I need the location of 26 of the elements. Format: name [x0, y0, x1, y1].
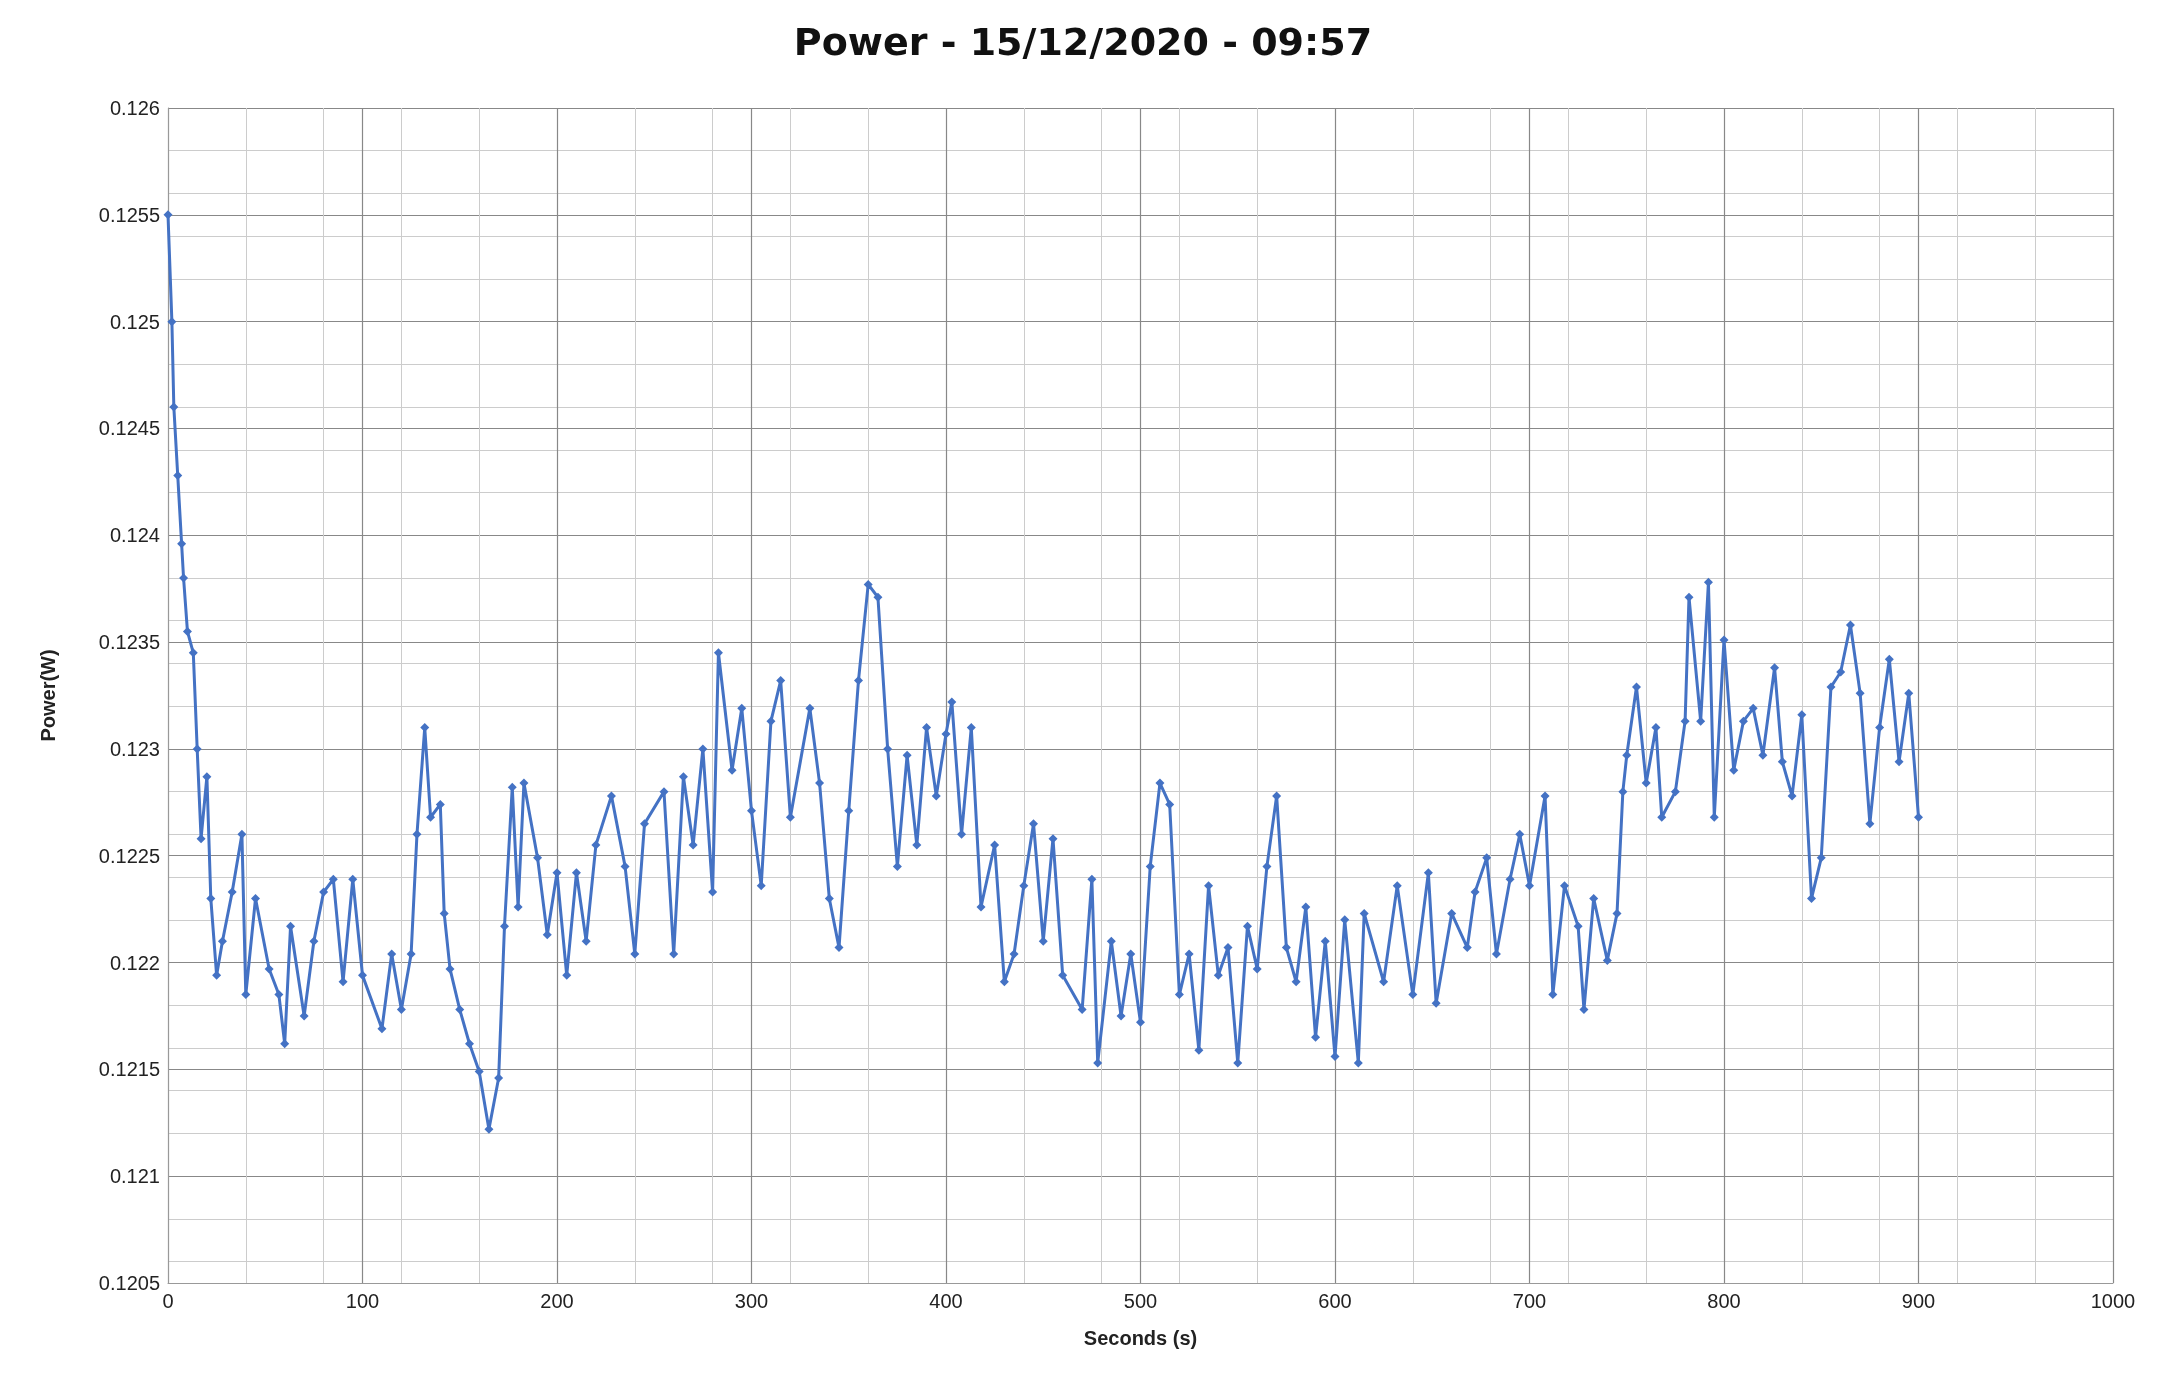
- x-tick-label: 300: [734, 1290, 769, 1312]
- y-tick-label: 0.122: [109, 951, 160, 974]
- x-tick-label: 200: [540, 1290, 574, 1312]
- y-tick-label: 0.1225: [98, 844, 160, 867]
- y-tick-label: 0.126: [109, 97, 160, 119]
- y-tick-label: 0.1245: [98, 417, 160, 440]
- x-tick-label: 900: [1901, 1290, 1936, 1312]
- x-tick-label: 400: [929, 1290, 963, 1312]
- x-axis-title: Seconds (s): [1083, 1327, 1198, 1349]
- x-tick-label: 700: [1512, 1290, 1547, 1312]
- y-tick-label: 0.121: [109, 1165, 160, 1188]
- y-tick-label: 0.1215: [98, 1058, 160, 1081]
- y-tick-label: 0.1235: [98, 631, 160, 654]
- y-tick-label: 0.1205: [98, 1272, 160, 1294]
- y-tick-label: 0.124: [109, 524, 160, 547]
- x-tick-label: 600: [1318, 1290, 1352, 1312]
- y-axis-title: Power(W): [37, 649, 59, 742]
- y-tick-label: 0.1255: [98, 203, 160, 226]
- x-tick-label: 0: [162, 1290, 174, 1312]
- x-tick-label: 500: [1123, 1290, 1158, 1312]
- x-tick-label: 1000: [2090, 1290, 2136, 1312]
- y-tick-label: 0.123: [109, 737, 160, 760]
- chart-title: Power - 15/12/2020 - 09:57: [793, 20, 1373, 64]
- x-tick-label: 800: [1707, 1290, 1741, 1312]
- y-tick-label: 0.125: [109, 310, 160, 333]
- x-tick-label: 100: [345, 1290, 380, 1312]
